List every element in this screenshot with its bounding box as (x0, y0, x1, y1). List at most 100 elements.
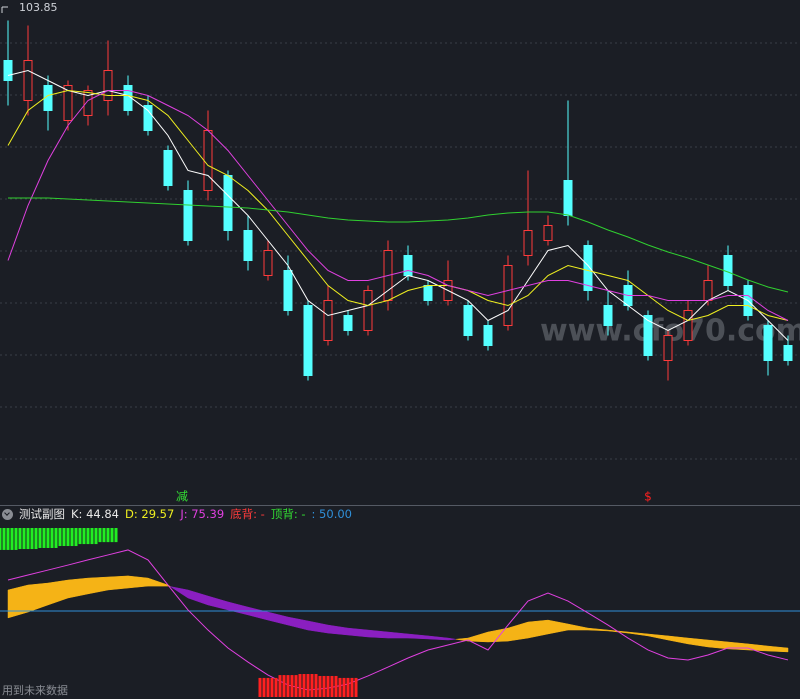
top-bar (58, 528, 62, 547)
candle-body (23, 60, 33, 101)
kd-fill (647, 633, 669, 641)
kd-fill (287, 616, 309, 631)
top-bar (0, 528, 2, 550)
bottom-bar (346, 677, 350, 697)
top-bar (114, 528, 118, 543)
top-bar (62, 528, 66, 547)
bottom-bar (266, 677, 270, 697)
kd-fill (227, 601, 249, 616)
kd-fill (170, 586, 189, 599)
top-bar (82, 528, 86, 545)
bottom-bar (310, 674, 314, 697)
bottom-bar (302, 674, 306, 697)
candle-body (603, 305, 613, 326)
bottom-bar (350, 677, 354, 697)
candle-body (183, 190, 193, 241)
candle-body (503, 265, 513, 326)
candle-body (463, 305, 473, 336)
bottom-bar (354, 677, 358, 697)
indicator-title: 测试副图 (19, 507, 65, 521)
kd-fill (347, 627, 369, 638)
top-bar (46, 528, 50, 548)
top-bar (14, 528, 18, 550)
top-bar (34, 528, 38, 550)
top-bar (10, 528, 14, 550)
top-bar (66, 528, 70, 547)
top-bar (94, 528, 98, 545)
top-bar (110, 528, 114, 543)
bottom-bar (294, 675, 298, 697)
indicator-value: 底背: - (230, 507, 265, 521)
bottom-bar (274, 677, 278, 697)
candle-body (543, 225, 553, 241)
moving-average-line (7, 90, 789, 321)
kd-fill (707, 639, 729, 650)
top-bar (50, 528, 54, 548)
bottom-bar (306, 674, 310, 697)
top-bar (98, 528, 102, 543)
candle-body (663, 335, 673, 361)
kd-fill (147, 577, 169, 587)
candle-body (483, 325, 493, 346)
top-bar (106, 528, 110, 543)
indicator-value: D: 29.57 (125, 507, 175, 521)
kd-fill (47, 579, 69, 606)
candle-body (283, 270, 293, 311)
y-tick-label: 103.85 (19, 1, 58, 14)
candle-body (3, 60, 13, 81)
kd-fill (447, 637, 456, 641)
bottom-bar (298, 674, 302, 697)
candle-body (203, 130, 213, 191)
signal-annotation: 减 (176, 490, 188, 504)
candle-body (363, 290, 373, 331)
candle-body (83, 90, 93, 116)
kd-fill (407, 633, 429, 640)
top-bar (30, 528, 34, 550)
kd-fill (107, 575, 129, 591)
kd-fill (327, 624, 349, 636)
kd-fill (767, 645, 789, 653)
candle-body (163, 150, 173, 186)
top-bar (74, 528, 78, 547)
candle-body (683, 310, 693, 341)
bottom-bar (290, 675, 294, 697)
kd-fill (687, 637, 709, 648)
bottom-bar (286, 675, 290, 697)
j-line (7, 549, 789, 691)
kd-fill (527, 619, 549, 639)
footnote: 用到未来数据 (2, 683, 68, 697)
candle-body (523, 230, 533, 256)
kd-fill (187, 589, 209, 606)
kd-fill (567, 623, 589, 631)
candle-body (63, 85, 73, 121)
indicator-header: 测试副图 K: 44.84 D: 29.57 J: 75.39 底背: - 顶背: -:… (2, 505, 352, 523)
kd-fill (207, 595, 229, 611)
bottom-bar (334, 675, 338, 697)
kd-fill (667, 635, 689, 645)
top-bar (6, 528, 10, 550)
candle-body (763, 325, 773, 361)
kd-fill (307, 620, 329, 634)
kd-fill (247, 606, 269, 621)
kd-fill (587, 627, 609, 632)
indicator-value: J: 75.39 (180, 507, 225, 521)
collapse-icon[interactable] (2, 508, 13, 520)
kd-fill (747, 643, 769, 652)
kd-fill (267, 611, 289, 626)
bottom-bar (314, 674, 318, 697)
bottom-bar (262, 677, 266, 697)
indicator-value: K: 44.84 (71, 507, 119, 521)
top-bar (38, 528, 42, 548)
candle-body (143, 105, 153, 131)
moving-average-line (8, 197, 789, 293)
kd-fill (627, 631, 649, 637)
top-bar (86, 528, 90, 545)
top-bar (70, 528, 74, 547)
kd-fill (507, 621, 529, 642)
kd-fill (367, 629, 389, 639)
indicator-value: 顶背: - (270, 507, 306, 521)
kd-fill (427, 635, 449, 641)
top-bar (22, 528, 26, 550)
top-bar (78, 528, 82, 545)
top-bar (18, 528, 22, 550)
